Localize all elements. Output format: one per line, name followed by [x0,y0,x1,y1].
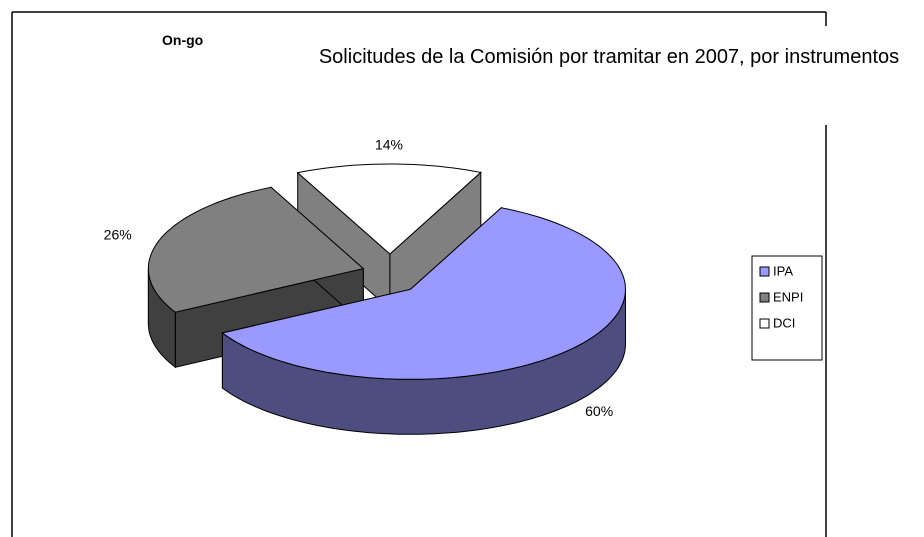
legend-swatch [759,266,770,277]
legend-label: DCI [773,315,795,330]
legend-swatch [759,318,770,329]
data-label: 14% [375,137,403,153]
legend-swatch [759,292,770,303]
chart-title: Solicitudes de la Comisión por tramitar … [318,46,900,68]
pie-slice [147,186,365,313]
pie-slice [221,207,626,380]
data-label: 26% [104,226,132,242]
legend-label: ENPI [773,289,803,304]
data-label: 60% [585,403,613,419]
pie-slice [296,163,482,255]
legend-label: IPA [773,263,793,278]
annotation: On-go [162,32,204,48]
